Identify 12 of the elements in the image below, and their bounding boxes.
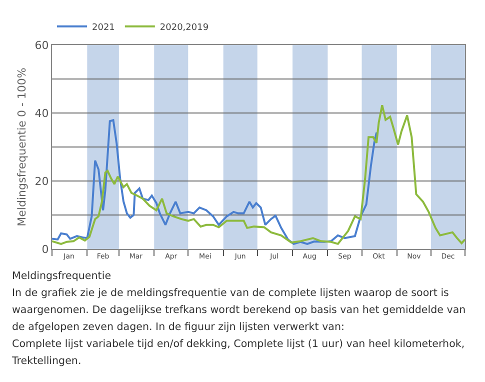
y-tick-label: 0 bbox=[42, 242, 49, 256]
y-tick-label: 60 bbox=[34, 38, 49, 52]
text: In de grafiek zie je de meldingsfrequentie van de complete lijsten waarop de soort is waargenomen. De dagelijkse trefkans wordt berekend op basis van het gemiddelde van de afgelopen zeven dagen. In de figuur zijn lijsten verwerkt van: bbox=[12, 286, 467, 335]
line-series bbox=[52, 104, 465, 245]
line-series bbox=[52, 119, 379, 245]
text: Complete lijst variabele tijd en/of dekking, Complete lijst (1 uur) van heel kilometerhok, Trektellingen. bbox=[12, 337, 466, 369]
legend-label: 2020,2019 bbox=[160, 22, 209, 33]
y-tick-label: 40 bbox=[34, 106, 49, 120]
legend-label: 2021 bbox=[92, 22, 115, 33]
text: Meldingsfrequentie bbox=[12, 269, 112, 284]
y-tick-label: 20 bbox=[34, 174, 49, 188]
y-axis-title: Meldingsfrequentie 0 - 100% bbox=[15, 68, 28, 226]
